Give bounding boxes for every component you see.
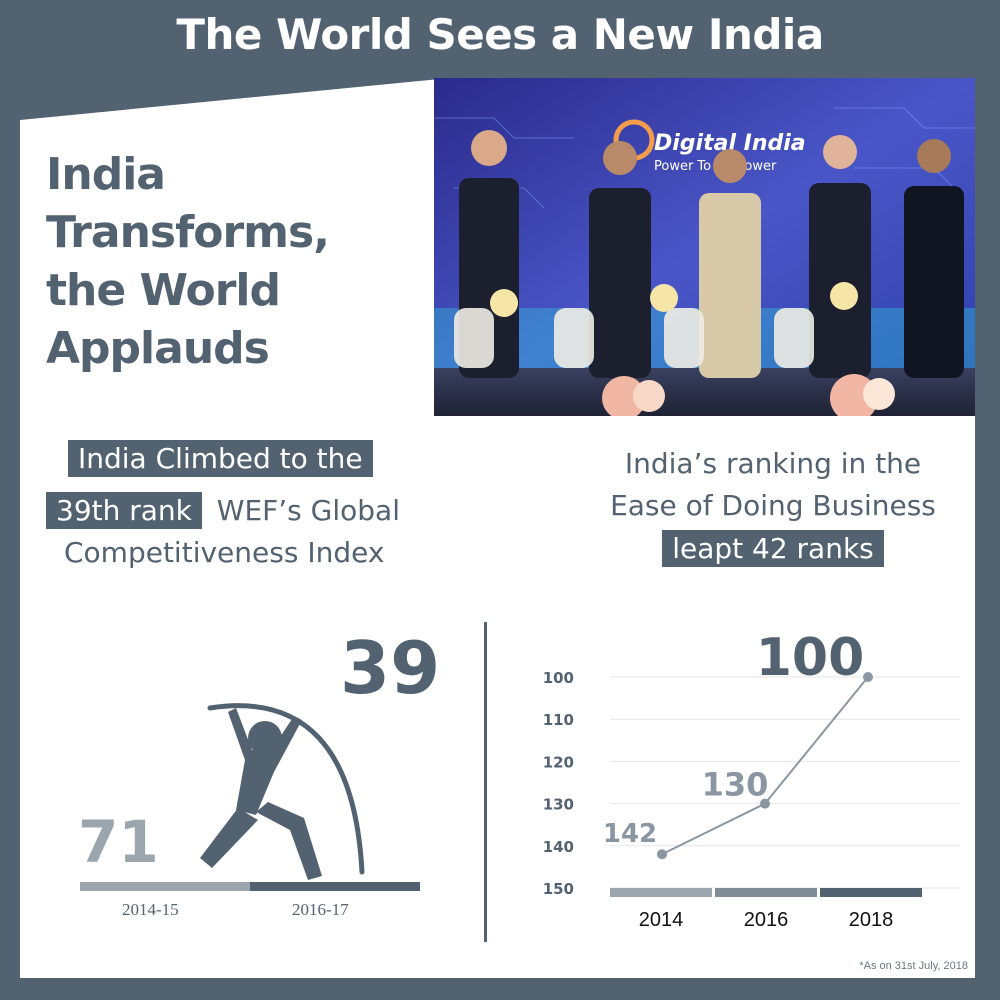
pole-vault-graphic [80,703,420,891]
right-line-2: Ease of Doing Business [610,489,936,522]
leapt-highlight: leapt 42 ranks [662,530,884,567]
event-photo: Digital India Power To Empower [434,78,975,416]
pole [207,703,365,875]
value-39: 39 [340,626,441,710]
y-tick-label: 120 [543,753,574,771]
headline-line-1: India Transforms, [46,149,330,258]
y-tick-label: 100 [543,669,574,687]
x-base-bar [610,888,712,897]
y-tick-label: 140 [543,838,574,856]
people [459,130,964,378]
left-line-1: India Climbed to the [68,440,373,477]
left-highlight-1: India Climbed to the [68,440,373,477]
data-point [657,849,667,860]
y-tick-label: 150 [543,880,574,898]
x-base-bar [715,888,817,897]
headline-line-3: Applauds [46,323,270,374]
athlete-icon [200,708,322,880]
footnote: *As on 31st July, 2018 [859,960,968,972]
wef-label: WEF’s Global [216,494,400,527]
right-line-1: India’s ranking in the [624,447,922,480]
ranking-chart: 100 110 120 130 140 150 2014 2016 2018 142 130 100 [543,628,960,931]
card-corner [20,78,450,120]
year-2014-15: 2014-15 [122,900,179,919]
divider [484,622,487,942]
page-title: The World Sees a New India [176,10,824,59]
data-label: 130 [702,766,769,804]
left-line-2: 39th rank WEF’s Global [46,492,400,529]
headline-line-2: the World [46,265,281,316]
data-label: 100 [756,628,865,688]
y-tick-label: 110 [543,711,574,729]
x-tick-label: 2016 [744,909,789,931]
headline: India Transforms, the World Applauds [46,146,436,378]
data-label: 142 [603,819,657,849]
x-base-bar [820,888,922,897]
value-71: 71 [78,808,159,876]
right-line-3: leapt 42 ranks [598,530,948,567]
y-tick-label: 130 [543,796,574,814]
bar-2014-15 [80,882,250,891]
rank-highlight: 39th rank [46,492,202,529]
year-2016-17: 2016-17 [292,900,349,919]
x-tick-label: 2014 [639,909,684,931]
flowers [490,282,895,416]
bar-2016-17 [250,882,420,891]
x-tick-label: 2018 [849,909,894,931]
data-point [863,672,873,682]
left-line-3: Competitiveness Index [64,536,385,569]
data-point [760,798,770,809]
